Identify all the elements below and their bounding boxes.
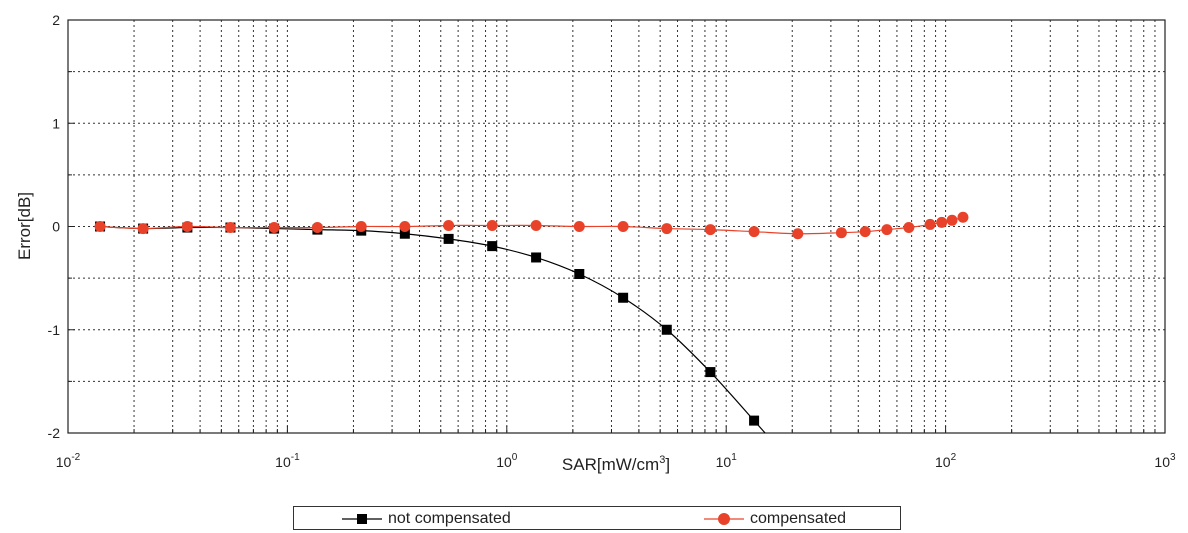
data-point-compensated xyxy=(881,224,893,236)
x-axis-title-end: ] xyxy=(665,455,670,474)
x-tick-label-exponent: 1 xyxy=(731,452,737,463)
x-tick-label-exponent: 2 xyxy=(951,452,957,463)
data-point-compensated xyxy=(573,221,585,232)
legend: not compensated compensated xyxy=(293,506,901,530)
x-tick-label-exponent: 0 xyxy=(512,452,518,463)
data-point-not-compensated xyxy=(399,228,410,239)
x-tick-label-base: 10 xyxy=(496,454,512,470)
x-tick-label-exponent: -2 xyxy=(71,452,80,463)
data-point-compensated xyxy=(181,221,193,232)
data-point-compensated xyxy=(137,223,149,235)
legend-item-compensated: compensated xyxy=(704,509,846,529)
x-tick-label-base: 10 xyxy=(56,454,72,470)
series-markers xyxy=(94,211,969,426)
x-tick-label: 10-1 xyxy=(275,452,300,470)
data-point-not-compensated xyxy=(443,233,454,244)
data-point-compensated xyxy=(530,219,542,231)
data-point-compensated xyxy=(792,228,804,240)
x-tick-label-base: 10 xyxy=(1154,454,1170,470)
x-tick-label-exponent: -1 xyxy=(291,452,300,463)
data-point-compensated xyxy=(748,226,760,238)
data-point-compensated xyxy=(311,222,323,234)
x-tick-label-base: 10 xyxy=(716,454,732,470)
x-tick-label-base: 10 xyxy=(275,454,291,470)
data-point-compensated xyxy=(704,224,716,236)
data-point-compensated xyxy=(859,226,871,238)
legend-item-not-compensated: not compensated xyxy=(342,509,511,529)
legend-swatch-compensated xyxy=(704,513,744,525)
x-tick-label: 100 xyxy=(496,452,518,470)
x-tick-label-base: 10 xyxy=(935,454,951,470)
x-tick-label-exponent: 3 xyxy=(1170,452,1176,463)
data-point-not-compensated xyxy=(749,415,760,426)
x-axis-title: SAR[mW/cm3] xyxy=(562,454,670,474)
y-tick-label: -1 xyxy=(48,322,61,338)
data-point-compensated xyxy=(903,222,915,234)
data-point-compensated xyxy=(268,222,280,234)
y-tick-label: 2 xyxy=(52,12,60,28)
x-tick-label: 10-2 xyxy=(56,452,81,470)
data-point-compensated xyxy=(835,227,847,239)
data-point-compensated xyxy=(399,221,411,232)
data-point-not-compensated xyxy=(574,268,585,279)
legend-swatch-not-compensated xyxy=(342,514,382,524)
y-axis-title: Error[dB] xyxy=(15,192,34,260)
data-point-compensated xyxy=(924,218,936,230)
data-point-compensated xyxy=(946,214,958,226)
data-point-compensated xyxy=(957,211,969,223)
axis-ticks xyxy=(67,19,1166,434)
data-point-not-compensated xyxy=(618,292,629,303)
data-point-compensated xyxy=(486,219,498,231)
data-point-compensated xyxy=(661,223,673,235)
data-point-compensated xyxy=(617,221,629,232)
data-point-compensated xyxy=(936,216,948,228)
series-curves xyxy=(100,216,964,434)
y-tick-label: 1 xyxy=(52,115,60,131)
data-point-not-compensated xyxy=(531,252,542,263)
data-point-compensated xyxy=(355,221,367,232)
x-tick-label: 103 xyxy=(1154,452,1176,470)
data-point-not-compensated xyxy=(705,367,716,378)
legend-label-compensated: compensated xyxy=(750,510,847,527)
x-axis-title-main: SAR[mW/cm xyxy=(562,455,659,474)
data-point-compensated xyxy=(443,219,455,231)
x-axis-title-sup: 3 xyxy=(659,454,665,466)
data-point-not-compensated xyxy=(661,324,672,335)
data-point-not-compensated xyxy=(487,241,498,252)
data-point-compensated xyxy=(94,221,106,232)
legend-label-not-compensated: not compensated xyxy=(388,510,511,527)
y-tick-label: 0 xyxy=(52,219,60,235)
y-tick-label: -2 xyxy=(48,425,61,441)
data-point-compensated xyxy=(224,222,236,234)
x-tick-label: 101 xyxy=(716,452,738,470)
x-tick-label: 102 xyxy=(935,452,957,470)
